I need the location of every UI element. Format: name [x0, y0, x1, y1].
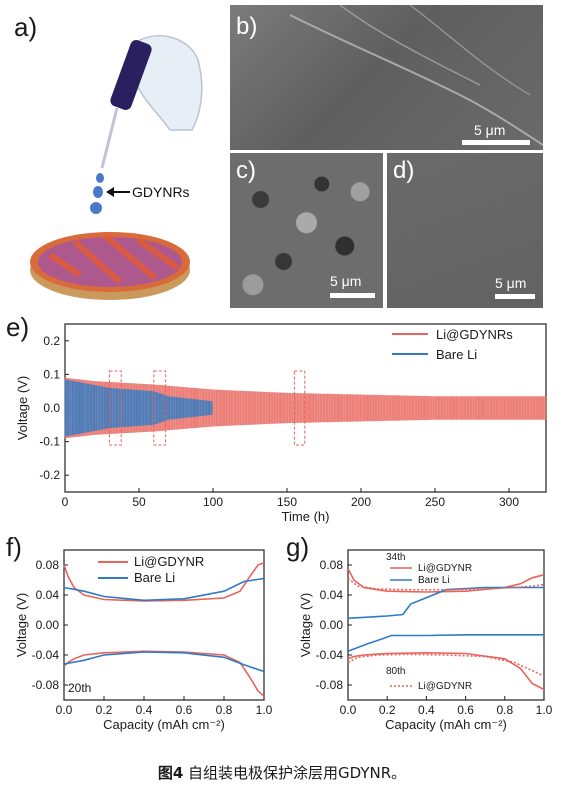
caption-text: 自组装电极保护涂层用GDYNR。: [183, 764, 407, 782]
chart-e-highlight-box: [153, 370, 167, 446]
chart-f-legend-label: Bare Li: [134, 570, 175, 585]
chart-f-legend-label: Li@GDYNR: [134, 554, 204, 569]
chart-f-x-tick-label: 0.2: [96, 703, 113, 717]
chart-g-series-ligdynr-34th-line: [347, 651, 545, 691]
sem-image-b: b) 5 μm: [230, 5, 543, 150]
chart-f-series-bareli-line: [63, 651, 265, 673]
scale-text-c: 5 μm: [330, 273, 362, 289]
chart-e-y-axis-label: Voltage (V): [15, 376, 30, 440]
chart-e-x-tick-label: 300: [499, 495, 519, 509]
chart-g-legend-label: Bare Li: [418, 575, 450, 586]
chart-e-x-tick-label: 0: [62, 495, 69, 509]
figure-number: 图4: [157, 764, 184, 782]
chart-e-x-tick-label: 50: [132, 495, 146, 509]
chart-g-series-ligdynr-34th-line: [347, 568, 545, 593]
chart-e-y-tick-label: 0.1: [43, 367, 60, 381]
chart-f-y-tick-label: -0.04: [32, 648, 60, 662]
chart-f-y-tick-label: 0.00: [36, 618, 60, 632]
chart-e-legend-label: Bare Li: [436, 347, 477, 362]
chart-g-y-tick-label: 0.08: [320, 558, 344, 572]
chart-g-x-tick-label: 1.0: [536, 703, 553, 717]
scale-bar-d: [495, 294, 535, 299]
chart-g-series-bareli-34th-line: [347, 634, 544, 653]
chart-g-legend-label: Li@GDYNR: [418, 563, 472, 574]
panel-g-label: g): [286, 532, 310, 562]
chart-e-x-tick-label: 200: [351, 495, 371, 509]
chart-g-y-axis-label: Voltage (V): [298, 593, 313, 657]
chart-e-x-tick-label: 100: [203, 495, 223, 509]
chart-e-y-tick-label: 0.0: [43, 401, 60, 415]
gdynrs-label: GDYNRs: [132, 184, 190, 200]
panel-f-label: f): [6, 532, 22, 562]
chart-g-legend-label: Li@GDYNR: [418, 681, 472, 692]
droplet-icon: [93, 186, 103, 198]
chart-g-y-tick-label: -0.04: [316, 648, 344, 662]
chart-f-y-tick-label: -0.08: [32, 678, 60, 692]
chart-g-series-ligdynr-80th-line: [347, 653, 545, 677]
chart-e-x-tick-label: 150: [277, 495, 297, 509]
chart-e-x-axis-label: Time (h): [282, 509, 330, 524]
chart-e-y-tick-label: -0.1: [39, 435, 60, 449]
droplet-icon: [90, 202, 102, 214]
panel-e-label: e): [6, 312, 30, 342]
chart-f-cycle-annotation: 20th: [68, 681, 91, 695]
chart-f-x-tick-label: 0.0: [56, 703, 73, 717]
chart-f-y-axis-label: Voltage (V): [14, 593, 29, 657]
pipette-body: [110, 40, 152, 110]
chart-e: 0 50 100 150 200 250 300 0.2 0.1 0.0 -0.1 -0.2 Time …: [15, 323, 547, 524]
chart-f-y-tick-label: 0.08: [36, 558, 60, 572]
chart-g-x-axis-label: Capacity (mAh cm⁻²): [385, 717, 507, 732]
chart-f-x-tick-label: 1.0: [256, 703, 273, 717]
pipette-tip: [100, 107, 119, 169]
chart-g-y-tick-label: -0.08: [316, 678, 344, 692]
chart-g-x-tick-label: 0.0: [340, 703, 357, 717]
figure-caption: 图4 自组装电极保护涂层用GDYNR。: [0, 762, 564, 783]
panel-a-label: a): [14, 12, 38, 42]
droplet-icon: [96, 173, 104, 183]
sem-image-c: c) 5 μm: [230, 153, 383, 308]
chart-g-x-tick-label: 0.4: [418, 703, 435, 717]
chart-f-y-tick-label: 0.04: [36, 588, 60, 602]
chart-g: 0.0 0.2 0.4 0.6 0.8 1.0 0.08 0.04 0.00 -0.04 -0.08…: [298, 549, 553, 732]
scale-bar-c: [330, 293, 375, 298]
chart-g-x-tick-label: 0.6: [457, 703, 474, 717]
panel-a-illustration: GDYNRs: [30, 35, 203, 300]
chart-g-x-tick-label: 0.2: [379, 703, 396, 717]
chart-e-y-tick-label: -0.2: [39, 468, 60, 482]
chart-e-y-tick-label: 0.2: [43, 334, 60, 348]
chart-g-y-tick-label: 0.00: [320, 618, 344, 632]
scale-text-d: 5 μm: [495, 275, 527, 291]
chart-f-x-tick-label: 0.4: [136, 703, 153, 717]
chart-e-highlight-box: [293, 370, 306, 446]
chart-f-series-ligdynr-line: [63, 562, 265, 602]
arrowhead-icon: [106, 187, 114, 197]
chart-g-series-ligdynr-80th-line: [347, 577, 545, 591]
chart-f-x-tick-label: 0.6: [176, 703, 193, 717]
chart-g-x-tick-label: 0.8: [496, 703, 513, 717]
series-bareli-trace: [64, 379, 213, 437]
chart-f-x-axis-label: Capacity (mAh cm⁻²): [103, 717, 225, 732]
panel-d-label: d): [393, 157, 415, 184]
chart-e-x-tick-label: 250: [425, 495, 445, 509]
chart-g-annotation-34th: 34th: [386, 552, 405, 563]
chart-e-highlight-box: [108, 370, 122, 446]
scale-bar-b: [462, 140, 530, 145]
panel-b-label: b): [236, 13, 258, 40]
scale-text-b: 5 μm: [474, 122, 506, 138]
chart-f-x-tick-label: 0.8: [216, 703, 233, 717]
chart-e-legend-label: Li@GDYNRs: [436, 327, 513, 342]
panel-c-label: c): [236, 157, 256, 184]
chart-f: 0.0 0.2 0.4 0.6 0.8 1.0 0.08 0.04 0.00 -0.04 -0.08…: [14, 549, 273, 732]
chart-g-annotation-80th: 80th: [386, 666, 405, 677]
sem-image-d: d) 5 μm: [387, 153, 543, 308]
chart-g-y-tick-label: 0.04: [320, 588, 344, 602]
chart-f-series-bareli-line: [63, 577, 265, 602]
